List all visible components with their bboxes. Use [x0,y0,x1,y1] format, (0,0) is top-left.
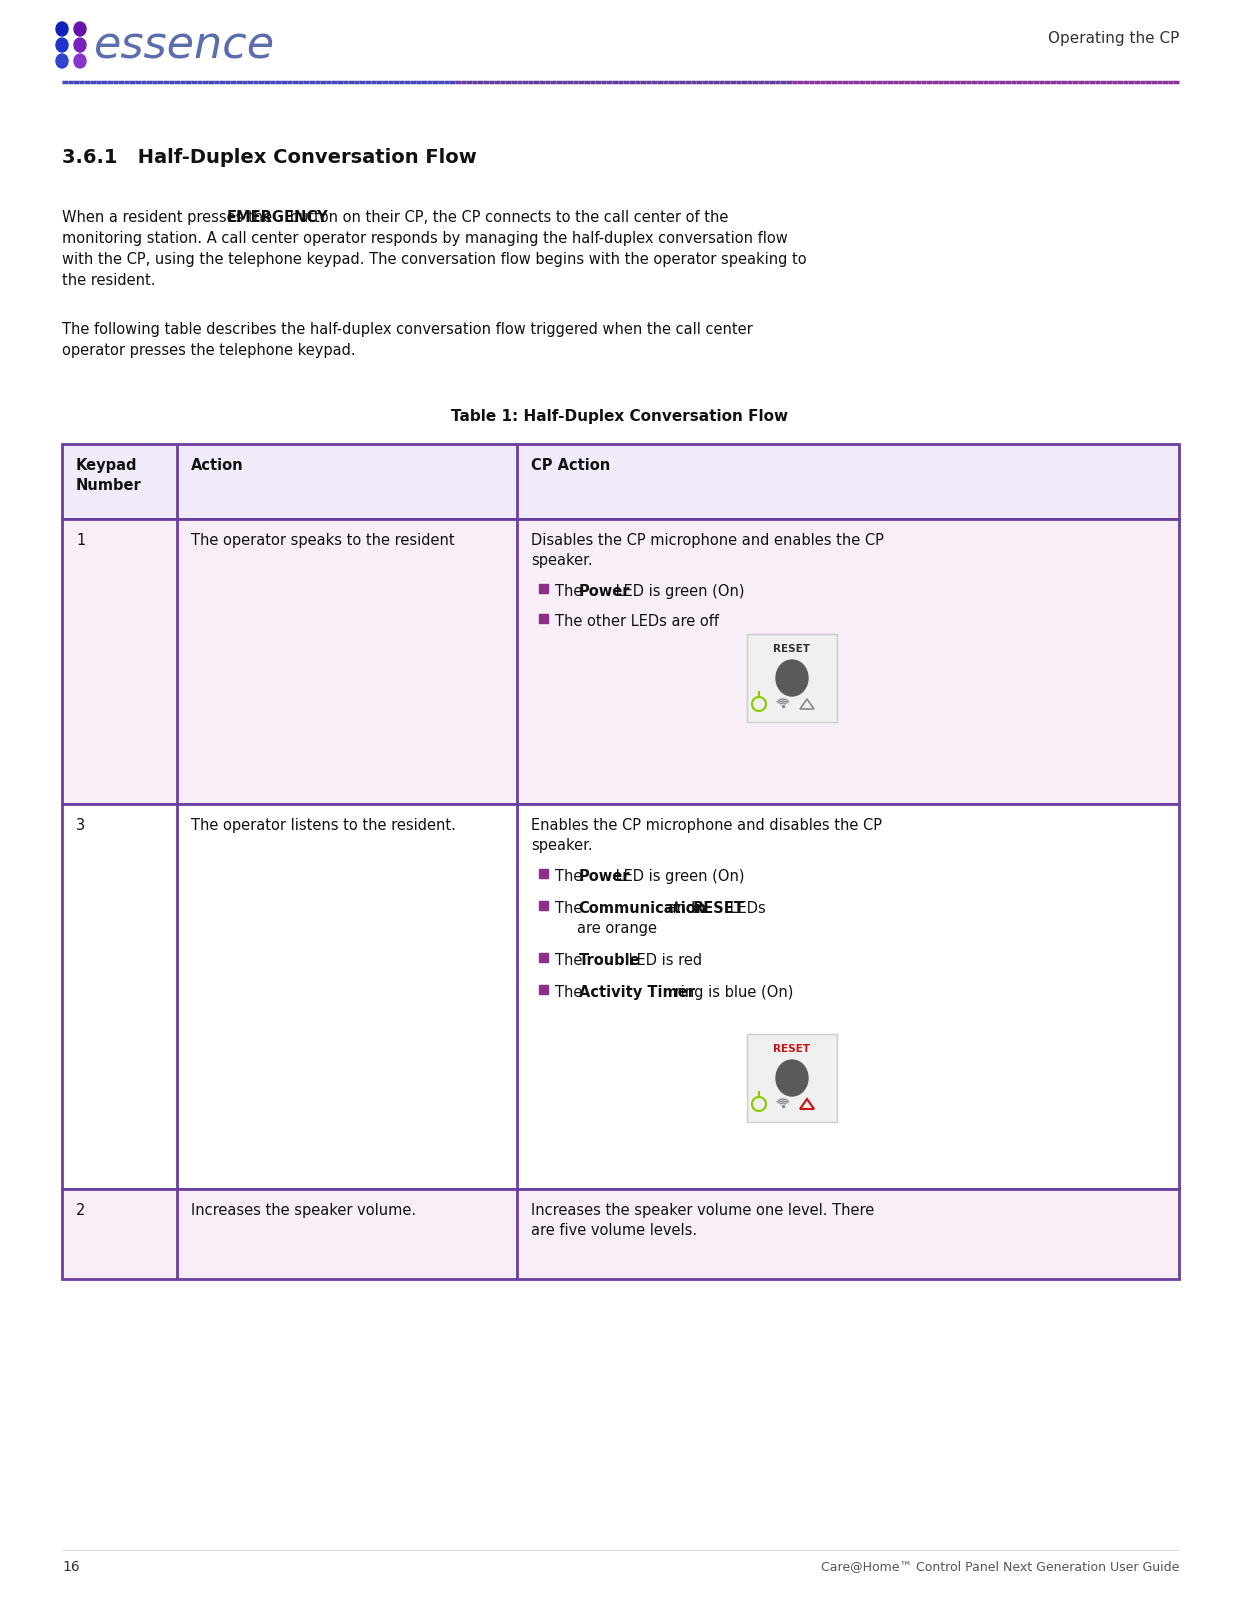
Text: RESET: RESET [692,901,745,916]
Text: The: The [555,583,587,599]
Text: and: and [663,901,700,916]
Text: Power: Power [578,583,630,599]
Bar [62,519,1179,804]
Text: LED is green (On): LED is green (On) [611,583,745,599]
Text: essence: essence [94,24,276,67]
Text: EMERGENCY: EMERGENCY [227,209,329,225]
Text: Keypad
Number: Keypad Number [76,459,141,492]
Text: Activity Timer: Activity Timer [578,984,695,1000]
Text: LED is green (On): LED is green (On) [611,869,745,884]
Text: Care@Home™ Control Panel Next Generation User Guide: Care@Home™ Control Panel Next Generation… [820,1560,1179,1572]
Bar [539,984,549,994]
Text: CP Action: CP Action [531,459,611,473]
Text: Disables the CP microphone and enables the CP
speaker.: Disables the CP microphone and enables t… [531,534,884,567]
Text: The other LEDs are off: The other LEDs are off [555,614,719,630]
Ellipse shape [74,22,86,37]
Text: Communication: Communication [578,901,707,916]
Text: with the CP, using the telephone keypad. The conversation flow begins with the o: with the CP, using the telephone keypad.… [62,252,807,267]
Ellipse shape [56,38,68,53]
Bar [539,952,549,962]
Text: Action: Action [191,459,243,473]
Bar [62,1189,1179,1278]
Text: LED is red: LED is red [624,952,702,968]
Ellipse shape [74,54,86,69]
Text: Trouble: Trouble [578,952,640,968]
Bar [747,634,836,722]
Text: 16: 16 [62,1560,79,1574]
Text: monitoring station. A call center operator responds by managing the half-duplex : monitoring station. A call center operat… [62,232,788,246]
Bar [539,869,549,877]
Bar [62,444,1179,519]
Ellipse shape [56,54,68,69]
Text: The operator listens to the resident.: The operator listens to the resident. [191,818,455,833]
Text: The: The [555,952,587,968]
Text: ring is blue (On): ring is blue (On) [670,984,793,1000]
Text: RESET: RESET [773,1043,810,1055]
Text: Power: Power [578,869,630,884]
Text: The: The [555,984,587,1000]
Text: Increases the speaker volume.: Increases the speaker volume. [191,1203,416,1218]
Ellipse shape [776,1059,808,1096]
Text: are orange: are orange [577,920,656,936]
Text: button on their CP, the CP connects to the call center of the: button on their CP, the CP connects to t… [285,209,728,225]
Text: 3.6.1   Half-Duplex Conversation Flow: 3.6.1 Half-Duplex Conversation Flow [62,149,477,168]
Text: The operator speaks to the resident: The operator speaks to the resident [191,534,454,548]
Text: The: The [555,869,587,884]
Text: When a resident presses the: When a resident presses the [62,209,277,225]
Bar [539,614,549,623]
Text: LEDs: LEDs [725,901,766,916]
Bar [747,1034,836,1122]
Bar [62,804,1179,1189]
Bar [539,901,549,909]
Ellipse shape [74,38,86,53]
Text: operator presses the telephone keypad.: operator presses the telephone keypad. [62,344,356,358]
Text: 1: 1 [76,534,86,548]
Text: RESET: RESET [773,644,810,654]
Text: Operating the CP: Operating the CP [1047,30,1179,45]
Text: The following table describes the half-duplex conversation flow triggered when t: The following table describes the half-d… [62,323,753,337]
Text: The: The [555,901,587,916]
Text: Increases the speaker volume one level. There
are five volume levels.: Increases the speaker volume one level. … [531,1203,874,1238]
Text: Table 1: Half-Duplex Conversation Flow: Table 1: Half-Duplex Conversation Flow [452,409,788,423]
Bar [539,583,549,593]
Ellipse shape [776,660,808,697]
Text: the resident.: the resident. [62,273,155,288]
Text: 3: 3 [76,818,86,833]
Text: Enables the CP microphone and disables the CP
speaker.: Enables the CP microphone and disables t… [531,818,882,853]
Ellipse shape [56,22,68,37]
Text: 2: 2 [76,1203,86,1218]
